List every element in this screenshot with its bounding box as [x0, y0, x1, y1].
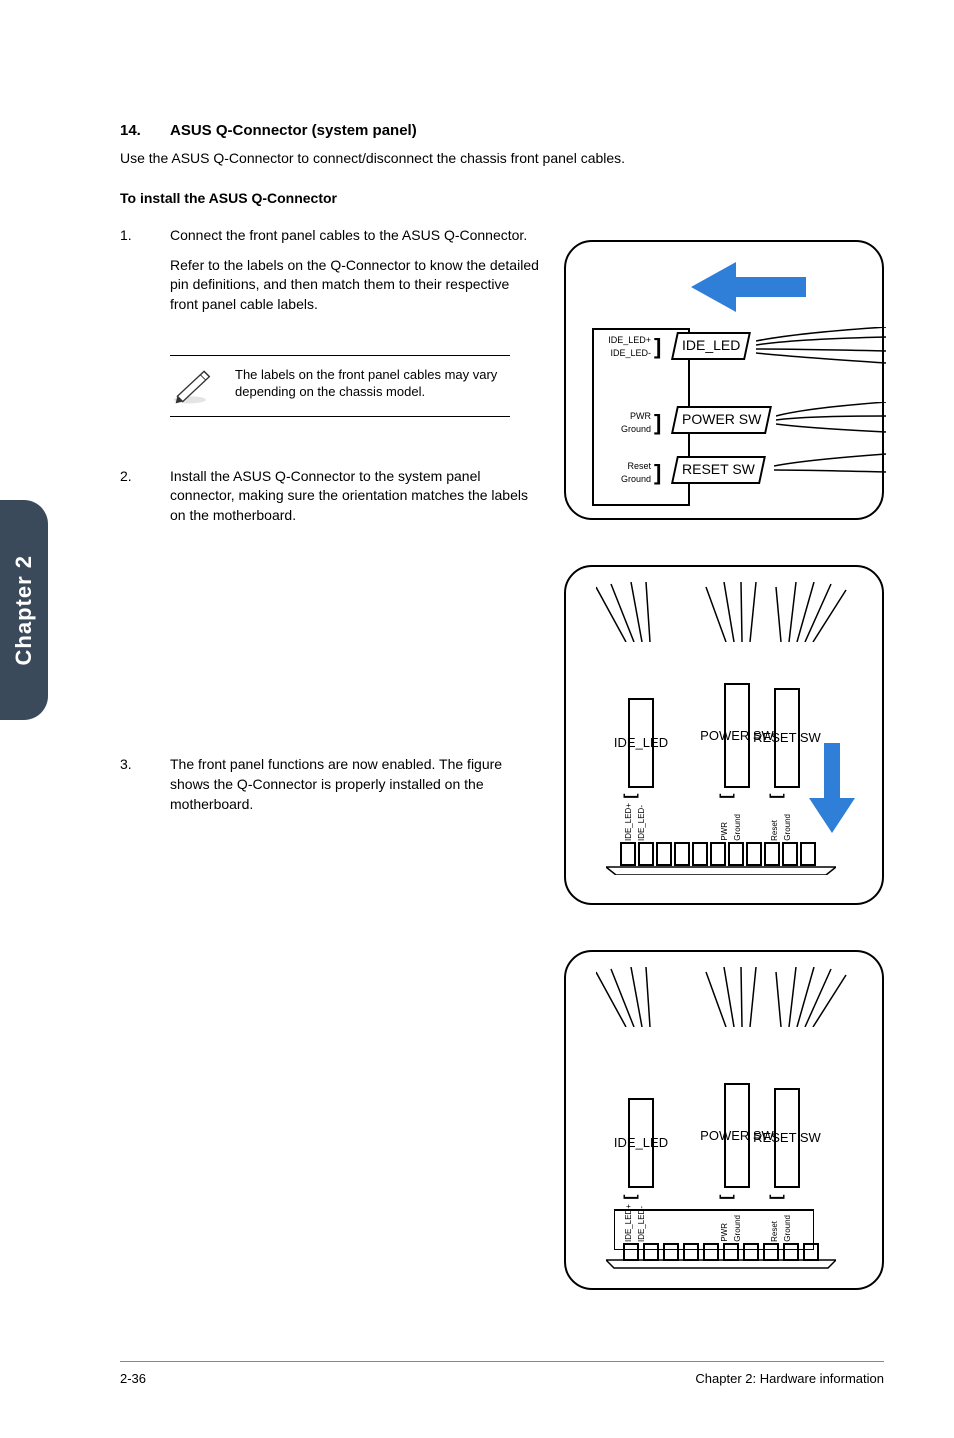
step-2-text: Install the ASUS Q-Connector to the syst… — [170, 467, 540, 526]
brace-icon: ] — [654, 408, 661, 439]
cable-fan-icon — [596, 582, 856, 642]
install-subheading: To install the ASUS Q-Connector — [120, 189, 884, 209]
step-1-text-a: Connect the front panel cables to the AS… — [170, 226, 540, 246]
label-ide-led-v: IDE_LED — [614, 734, 668, 752]
cable-lines — [756, 327, 886, 367]
pencil-icon — [170, 366, 215, 406]
connector-frame — [614, 1050, 814, 1250]
pin-pwr: PWR — [596, 410, 651, 423]
cable-lines — [774, 452, 886, 487]
arrow-icon — [686, 257, 806, 317]
step-2-number: 2. — [120, 467, 170, 536]
figure-2: IDE_LED POWER SW RESET SW ] ] ] IDE_LED+… — [564, 565, 884, 905]
label-power-sw: POWER SW — [682, 410, 761, 430]
label-ide-led: IDE_LED — [682, 336, 740, 356]
step-3: 3. The front panel functions are now ena… — [120, 755, 540, 824]
brace-icon: ] — [715, 793, 737, 798]
pin-reset: Reset — [596, 460, 651, 473]
step-3-text: The front panel functions are now enable… — [170, 755, 540, 814]
label-reset-sw: RESET SW — [682, 460, 755, 480]
header-pins-icon — [606, 837, 836, 875]
section-number: 14. — [120, 120, 170, 141]
intro-text: Use the ASUS Q-Connector to connect/disc… — [120, 149, 884, 169]
footer-page-number: 2-36 — [120, 1370, 146, 1388]
brace-icon: ] — [765, 793, 787, 798]
brace-icon: ] — [654, 332, 661, 363]
pin-ide-led-plus-v: IDE_LED+ — [623, 803, 634, 841]
step-3-number: 3. — [120, 755, 170, 824]
pin-ide-led-minus: IDE_LED- — [596, 347, 651, 360]
figure-3: IDE_LED POWER SW RESET SW ] ] ] IDE_LED+… — [564, 950, 884, 1290]
cable-lines — [776, 402, 886, 442]
brace-icon: ] — [619, 793, 641, 798]
cable-fan-icon — [596, 967, 856, 1027]
step-1-number: 1. — [120, 226, 170, 324]
section-heading: 14.ASUS Q-Connector (system panel) — [120, 120, 884, 141]
figure-1: IDE_LED+ IDE_LED- ] PWR Ground ] Reset G… — [564, 240, 884, 520]
brace-icon: ] — [654, 458, 661, 489]
pin-ide-led-plus: IDE_LED+ — [596, 334, 651, 347]
arrow-down-icon — [807, 743, 857, 833]
step-2: 2. Install the ASUS Q-Connector to the s… — [120, 467, 540, 536]
pin-ide-led-minus-v: IDE_LED- — [636, 805, 647, 841]
note-box: The labels on the front panel cables may… — [170, 355, 510, 417]
page-footer: 2-36 Chapter 2: Hardware information — [120, 1361, 884, 1388]
footer-chapter-title: Chapter 2: Hardware information — [695, 1370, 884, 1388]
step-1: 1. Connect the front panel cables to the… — [120, 226, 540, 324]
section-title-text: ASUS Q-Connector (system panel) — [170, 122, 417, 139]
pin-reset-ground: Ground — [596, 473, 651, 486]
note-text: The labels on the front panel cables may… — [235, 366, 510, 401]
step-1-text-b: Refer to the labels on the Q-Connector t… — [170, 256, 540, 315]
pin-pwr-ground: Ground — [596, 423, 651, 436]
